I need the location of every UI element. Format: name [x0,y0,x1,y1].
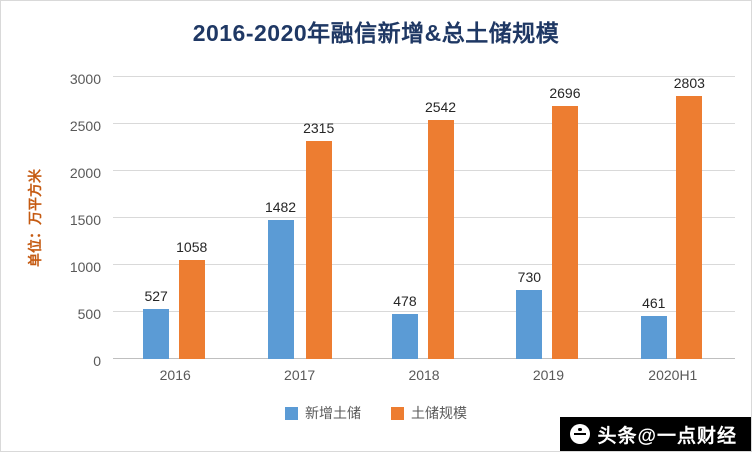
legend-label: 土储规模 [411,405,467,421]
bar-group: 527 1058 [113,77,237,359]
bar-column: 2696 [549,84,581,359]
legend-item: 土储规模 [391,403,467,423]
y-axis-tick-label: 500 [77,306,101,322]
bar-value-label: 2696 [549,84,581,101]
bar-value-label: 2542 [424,99,457,116]
x-axis-tick-label: 2016 [159,367,191,383]
bar-groups: 527 1058 1482 2315 478 2542 730 2696 461 2803 [113,75,735,359]
x-axis-line [113,358,735,359]
bar [427,120,454,359]
bar-value-label: 2315 [303,120,335,137]
legend: 新增土储 土储规模 [1,403,751,423]
y-axis-tick-label: 0 [93,353,101,369]
bar [143,309,170,359]
bar-column: 1482 [265,199,296,359]
plot-area: 527 1058 1482 2315 478 2542 730 2696 461 2803 0 50… [70,71,735,369]
y-axis-title: 单位：万平方米 [27,169,43,267]
bar-value-label: 461 [642,294,666,311]
bar [640,315,667,359]
gridline [113,76,735,77]
bar-group: 730 2696 [486,77,610,359]
gridline [113,217,735,218]
x-axis-tick-label: 2019 [532,367,564,383]
bar-value-label: 1482 [264,198,297,215]
bar [551,105,578,359]
finance-media-logo-icon [570,424,591,444]
legend-label: 新增土储 [305,405,361,421]
bar-column: 461 [640,294,667,359]
bar-group: 478 2542 [362,77,486,359]
legend-swatch [285,406,298,420]
y-axis-tick-label: 2500 [69,118,101,134]
gridline [113,170,735,171]
bar-group: 461 2803 [611,75,735,359]
bar-value-label: 1058 [176,238,208,255]
bar-value-label: 2803 [673,74,705,91]
bar-column: 2803 [674,75,705,359]
y-axis-tick-label: 1500 [69,212,101,228]
watermark-text: 头条@一点财经 [597,425,737,447]
y-axis-tick-label: 1000 [69,259,101,275]
bar-value-label: 730 [517,269,542,286]
bar-column: 478 [391,293,418,359]
bar [676,95,703,359]
watermark: 头条@一点财经 [560,417,751,451]
legend-item: 新增土储 [285,403,361,423]
x-axis-labels: 2016 2017 2018 2019 2020H1 [113,367,735,383]
gridline [113,311,735,312]
bar [267,219,294,359]
bar-column: 730 [516,269,543,359]
bar-group: 1482 2315 [237,77,361,359]
bar-column: 2542 [425,99,456,359]
chart-title: 2016-2020年融信新增&总土储规模 [192,20,560,46]
x-axis-tick-label: 2017 [284,367,316,383]
bar [516,290,543,359]
gridline [113,123,735,124]
x-axis-tick-label: 2018 [408,367,440,383]
bar-column: 1058 [176,239,207,359]
bar [391,314,418,359]
y-axis-tick-label: 2000 [69,165,101,181]
x-axis-tick-label: 2020H1 [648,367,698,383]
bar-value-label: 527 [144,288,168,305]
y-axis-tick-label: 3000 [69,71,101,87]
bar-column: 2315 [303,120,334,359]
bar-column: 527 [143,288,170,359]
bar [305,141,332,359]
bar-value-label: 478 [393,293,417,310]
bar [178,259,205,359]
gridline [113,264,735,265]
legend-swatch [391,406,404,420]
